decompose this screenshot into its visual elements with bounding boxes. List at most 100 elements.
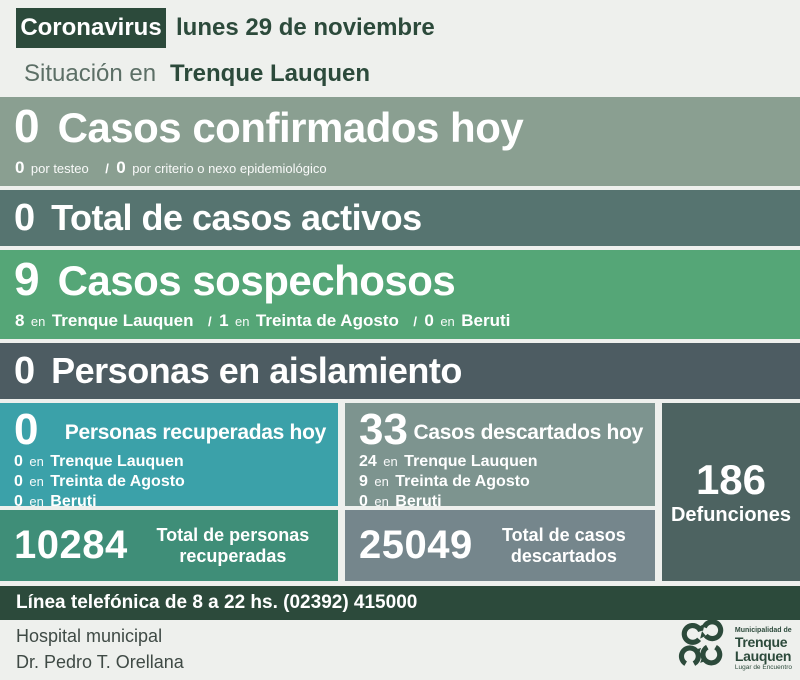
stats-grid: 0 Personas recuperadas hoy 0 en Trenque …	[0, 403, 800, 581]
card-recovered-today: 0 Personas recuperadas hoy 0 en Trenque …	[0, 403, 338, 510]
discarded-ta-prep: en	[374, 473, 389, 489]
band-confirmed-today: 0 Casos confirmados hoy 0 por testeo / 0…	[0, 97, 800, 186]
logo-line1: Municipalidad de	[734, 626, 792, 634]
report-date: lunes 29 de noviembre	[176, 14, 435, 41]
discarded-column: 33 Casos descartados hoy 24 en Trenque L…	[345, 403, 655, 581]
discarded-ta-num: 9	[359, 472, 368, 490]
confirmed-value: 0	[14, 100, 40, 152]
suspected-ta-num: 1	[219, 311, 229, 330]
discarded-title: Casos descartados hoy	[413, 421, 644, 444]
recovered-tl-num: 0	[14, 452, 23, 470]
discarded-ta-place: Treinta de Agosto	[395, 472, 530, 490]
suspected-be-place: Beruti	[461, 311, 511, 330]
band-suspected-cases: 9 Casos sospechosos 8 en Trenque Lauquen…	[0, 250, 800, 339]
discarded-breakdown-row: 9 en Treinta de Agosto	[359, 472, 643, 491]
total-discarded-value: 25049	[359, 523, 473, 567]
suspected-tl-num: 8	[15, 311, 25, 330]
confirmed-headline: 0 Casos confirmados hoy	[0, 97, 800, 152]
band-active-cases: 0 Total de casos activos	[0, 190, 800, 246]
coronavirus-badge: Coronavirus	[16, 8, 166, 48]
logo-line4: Lugar de Encuentro	[734, 663, 792, 671]
suspected-headline: 9 Casos sospechosos	[0, 250, 800, 305]
discarded-be-prep: en	[374, 494, 389, 510]
recovered-breakdown-row: 0 en Treinta de Agosto	[14, 472, 326, 491]
deaths-label: Defunciones	[670, 503, 792, 526]
recovered-ta-num: 0	[14, 472, 23, 490]
band-isolation: 0 Personas en aislamiento	[0, 343, 800, 399]
discarded-tl-num: 24	[359, 452, 377, 470]
logo-line3: Lauquen	[734, 647, 792, 664]
total-discarded-label-line1: Total de casos	[502, 524, 626, 545]
confirmed-slash: /	[105, 161, 109, 176]
city-name: Trenque Lauquen	[170, 60, 371, 87]
logo-text: Municipalidad de Trenque Lauquen Lugar d…	[735, 627, 792, 672]
total-discarded-panel: 25049 Total de casos descartados	[345, 510, 655, 581]
municipality-logo: Municipalidad de Trenque Lauquen Lugar d…	[674, 618, 792, 680]
deaths-column: 186 Defunciones	[662, 403, 800, 581]
recovered-breakdown-row: 0 en Trenque Lauquen	[14, 452, 326, 471]
active-title: Total de casos activos	[51, 196, 422, 238]
header: Coronavirus lunes 29 de noviembre Situac…	[0, 0, 800, 97]
suspected-be-num: 0	[424, 311, 434, 330]
discarded-card-top: 33 Casos descartados hoy	[359, 405, 644, 454]
discarded-tl-prep: en	[383, 453, 398, 469]
suspected-tl-prep: en	[30, 314, 46, 329]
suspected-slash-1: /	[207, 314, 212, 329]
hospital-line1: Hospital municipal	[16, 625, 163, 646]
confirmed-nexo-label: por criterio o nexo epidemiológico	[132, 161, 327, 176]
active-value: 0	[14, 196, 36, 239]
total-recovered-panel: 10284 Total de personas recuperadas	[0, 510, 338, 581]
isolation-headline: 0 Personas en aislamiento	[0, 350, 462, 393]
recovered-card-top: 0 Personas recuperadas hoy	[14, 405, 327, 454]
total-discarded-label-line2: descartados	[510, 545, 617, 566]
discarded-be-place: Beruti	[395, 493, 442, 511]
recovered-be-prep: en	[29, 494, 44, 510]
confirmed-testeo-label: por testeo	[30, 161, 89, 176]
card-discarded-today: 33 Casos descartados hoy 24 en Trenque L…	[345, 403, 655, 510]
recovered-value: 0	[14, 405, 39, 454]
suspected-be-prep: en	[440, 314, 455, 329]
isolation-title: Personas en aislamiento	[51, 349, 462, 391]
total-recovered-value: 10284	[14, 523, 128, 567]
bottom-section: Hospital municipal Dr. Pedro T. Orellana	[0, 618, 800, 680]
total-recovered-label: Total de personas recuperadas	[128, 525, 338, 566]
phone-line-bar: Línea telefónica de 8 a 22 hs. (02392) 4…	[0, 586, 800, 620]
hospital-info: Hospital municipal Dr. Pedro T. Orellana	[16, 623, 184, 675]
confirmed-title: Casos confirmados hoy	[57, 104, 524, 151]
suspected-tl-place: Trenque Lauquen	[51, 311, 194, 330]
recovered-ta-place: Treinta de Agosto	[50, 472, 185, 490]
suspected-value: 9	[14, 253, 40, 305]
discarded-breakdown-row: 0 en Beruti	[359, 492, 643, 511]
hospital-line2: Dr. Pedro T. Orellana	[16, 652, 184, 672]
suspected-ta-prep: en	[234, 314, 250, 329]
suspected-detail: 8 en Trenque Lauquen / 1 en Treinta de A…	[15, 311, 510, 331]
suspected-title: Casos sospechosos	[57, 257, 456, 304]
discarded-breakdown-row: 24 en Trenque Lauquen	[359, 452, 643, 471]
isolation-value: 0	[14, 349, 36, 392]
recovered-be-place: Beruti	[50, 493, 97, 511]
total-recovered-label-line2: recuperadas	[179, 545, 287, 566]
recovered-be-num: 0	[14, 493, 23, 511]
header-line-1: Coronavirus lunes 29 de noviembre	[0, 6, 800, 50]
recovered-tl-prep: en	[29, 453, 44, 469]
confirmed-nexo-num: 0	[116, 158, 126, 177]
total-discarded-label: Total de casos descartados	[473, 525, 655, 566]
discarded-be-num: 0	[359, 493, 368, 511]
deaths-panel: 186 Defunciones	[662, 403, 800, 581]
recovered-column: 0 Personas recuperadas hoy 0 en Trenque …	[0, 403, 338, 581]
discarded-value: 33	[359, 405, 408, 454]
header-line-2: Situación en Trenque Lauquen	[0, 54, 800, 94]
recovered-tl-place: Trenque Lauquen	[50, 452, 184, 470]
total-recovered-label-line1: Total de personas	[156, 524, 310, 545]
suspected-ta-place: Treinta de Agosto	[255, 311, 399, 330]
discarded-tl-place: Trenque Lauquen	[404, 452, 538, 470]
recovered-title: Personas recuperadas hoy	[64, 421, 327, 444]
confirmed-detail: 0 por testeo / 0 por criterio o nexo epi…	[15, 158, 329, 178]
subtitle-prefix: Situación en	[24, 60, 157, 87]
recovered-ta-prep: en	[29, 473, 44, 489]
recovered-breakdown-row: 0 en Beruti	[14, 492, 326, 511]
logo-line2: Trenque	[734, 633, 788, 650]
confirmed-testeo-num: 0	[15, 158, 25, 177]
active-headline: 0 Total de casos activos	[0, 197, 422, 240]
